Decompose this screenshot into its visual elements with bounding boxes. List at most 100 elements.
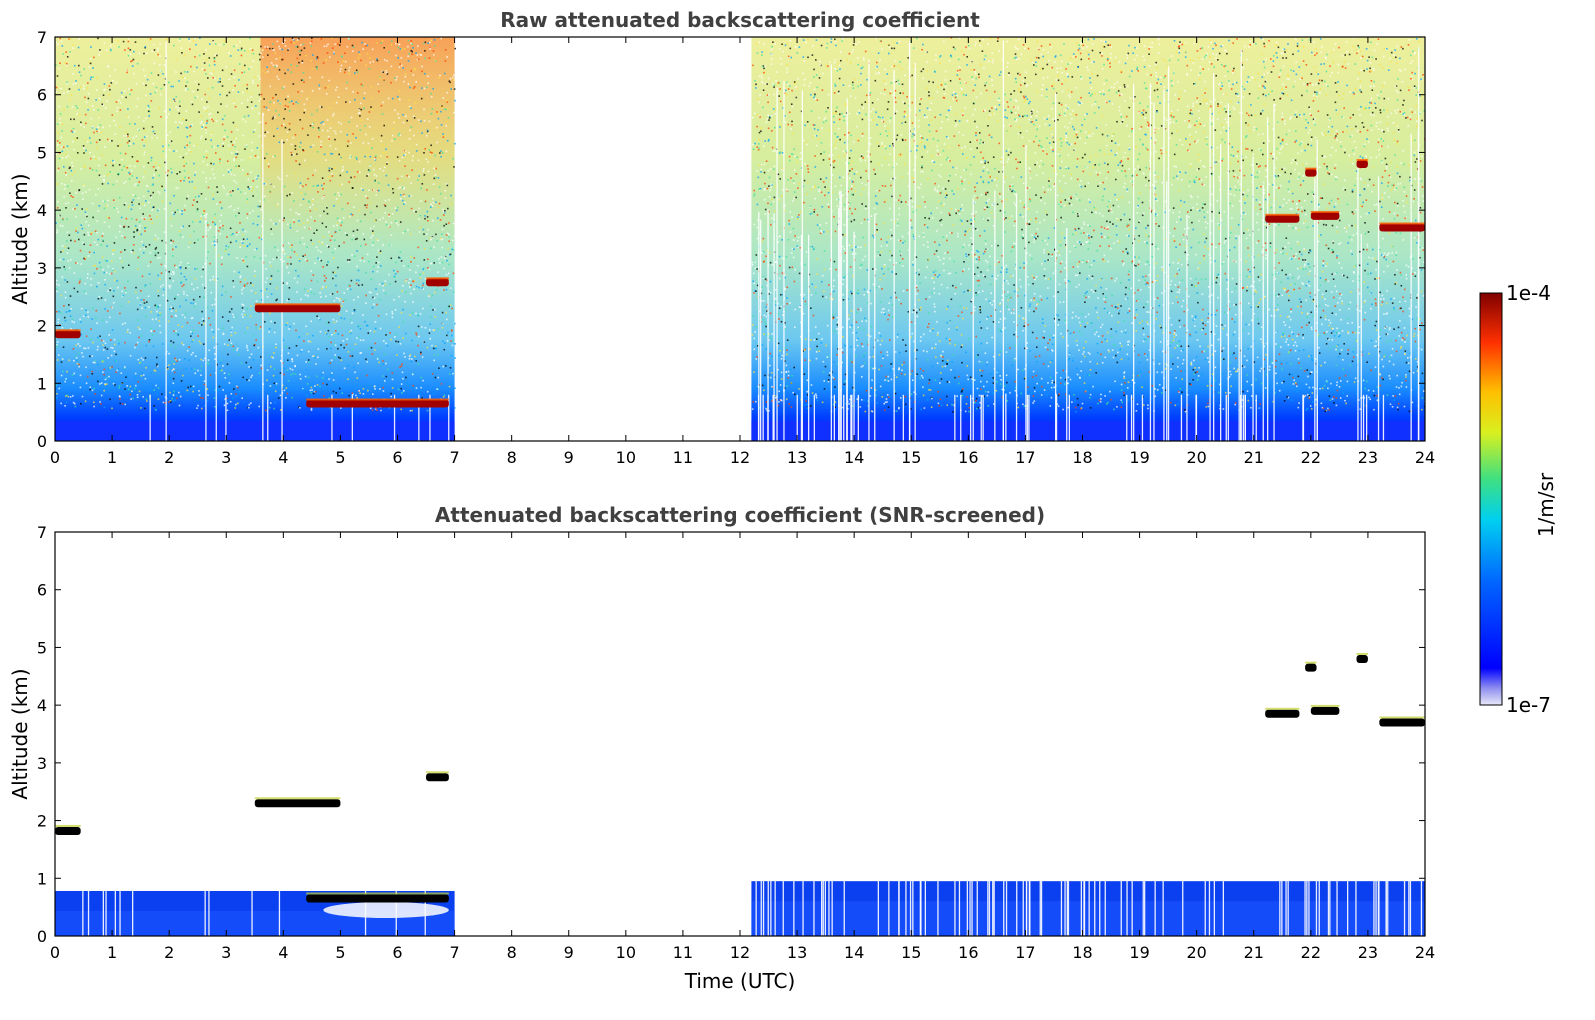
noise-speck bbox=[1138, 221, 1140, 224]
noise-speck bbox=[382, 363, 384, 365]
noise-speck bbox=[1143, 66, 1146, 68]
noise-speck bbox=[1308, 280, 1310, 283]
noise-speck bbox=[436, 240, 439, 242]
noise-speck bbox=[410, 182, 413, 184]
noise-speck bbox=[309, 124, 312, 127]
noise-speck bbox=[156, 215, 158, 218]
noise-speck bbox=[213, 240, 216, 243]
noise-speck bbox=[117, 368, 120, 370]
noise-speck bbox=[1354, 63, 1357, 65]
noise-speck bbox=[234, 145, 236, 148]
noise-speck bbox=[240, 159, 243, 161]
noise-speck bbox=[220, 214, 223, 216]
noise-speck bbox=[819, 178, 822, 180]
noise-speck bbox=[266, 131, 269, 134]
noise-speck bbox=[319, 258, 321, 261]
noise-speck bbox=[1010, 151, 1012, 154]
noise-speck bbox=[437, 77, 440, 79]
noise-speck bbox=[255, 339, 257, 341]
noise-speck bbox=[1297, 358, 1300, 360]
noise-speck bbox=[58, 310, 60, 313]
noise-speck bbox=[778, 255, 781, 258]
noise-speck bbox=[286, 131, 289, 133]
noise-speck bbox=[1047, 278, 1050, 280]
noise-speck bbox=[58, 284, 60, 286]
noise-speck bbox=[264, 157, 266, 160]
noise-speck bbox=[338, 245, 340, 247]
noise-speck bbox=[814, 95, 816, 97]
noise-speck bbox=[1302, 334, 1304, 336]
noise-speck bbox=[127, 328, 129, 331]
noise-speck bbox=[234, 405, 237, 408]
noise-speck bbox=[911, 370, 913, 372]
noise-speck bbox=[156, 49, 159, 52]
noise-speck bbox=[1382, 218, 1384, 220]
noise-speck bbox=[153, 369, 156, 372]
noise-speck bbox=[105, 271, 108, 274]
noise-speck bbox=[85, 221, 87, 223]
noise-speck bbox=[60, 87, 62, 90]
noise-speck bbox=[1024, 114, 1026, 117]
noise-speck bbox=[1178, 268, 1180, 271]
noise-speck bbox=[279, 394, 282, 397]
noise-speck bbox=[83, 233, 86, 236]
noise-speck bbox=[246, 378, 248, 381]
noise-speck bbox=[179, 266, 182, 268]
noise-speck bbox=[359, 392, 361, 394]
noise-speck bbox=[239, 40, 241, 43]
noise-speck bbox=[1416, 366, 1419, 368]
noise-speck bbox=[328, 176, 330, 178]
noise-speck bbox=[212, 40, 214, 42]
noise-speck bbox=[78, 189, 80, 192]
noise-speck bbox=[64, 202, 67, 205]
noise-speck bbox=[852, 44, 855, 46]
noise-speck bbox=[266, 153, 268, 155]
noise-speck bbox=[286, 283, 289, 285]
noise-speck bbox=[274, 246, 276, 249]
noise-speck bbox=[366, 253, 369, 256]
noise-speck bbox=[916, 373, 918, 375]
noise-speck bbox=[1072, 359, 1074, 362]
noise-speck bbox=[372, 241, 374, 244]
noise-speck bbox=[807, 168, 809, 170]
noise-speck bbox=[101, 256, 104, 259]
noise-speck bbox=[63, 166, 65, 168]
noise-speck bbox=[99, 97, 101, 100]
noise-speck bbox=[1250, 384, 1253, 386]
noise-speck bbox=[152, 191, 154, 194]
noise-speck bbox=[358, 209, 360, 212]
noise-speck bbox=[74, 82, 77, 85]
noise-speck bbox=[173, 390, 175, 393]
noise-speck bbox=[360, 119, 362, 122]
noise-speck bbox=[1102, 258, 1104, 261]
noise-speck bbox=[1233, 175, 1235, 178]
noise-speck bbox=[65, 379, 67, 381]
noise-speck bbox=[117, 386, 119, 388]
noise-speck bbox=[1181, 378, 1183, 380]
noise-speck bbox=[212, 173, 215, 176]
noise-speck bbox=[286, 299, 288, 302]
noise-speck bbox=[132, 199, 135, 201]
noise-speck bbox=[249, 212, 251, 214]
noise-speck bbox=[219, 93, 221, 96]
noise-speck bbox=[180, 380, 183, 382]
noise-speck bbox=[80, 74, 82, 77]
noise-speck bbox=[968, 47, 971, 50]
noise-speck bbox=[1353, 140, 1356, 143]
noise-speck bbox=[127, 38, 130, 40]
noise-speck bbox=[1393, 297, 1395, 300]
noise-speck bbox=[418, 231, 421, 233]
noise-speck bbox=[1082, 353, 1084, 355]
noise-speck bbox=[223, 135, 225, 138]
noise-speck bbox=[437, 328, 439, 330]
noise-speck bbox=[940, 191, 943, 194]
noise-speck bbox=[847, 190, 849, 193]
noise-speck bbox=[1256, 356, 1259, 359]
noise-speck bbox=[1395, 339, 1397, 342]
noise-speck bbox=[233, 270, 236, 273]
noise-speck bbox=[454, 99, 456, 102]
noise-speck bbox=[86, 375, 89, 378]
noise-speck bbox=[1181, 143, 1184, 146]
noise-speck bbox=[237, 91, 240, 93]
backscatter-field bbox=[751, 37, 1425, 441]
